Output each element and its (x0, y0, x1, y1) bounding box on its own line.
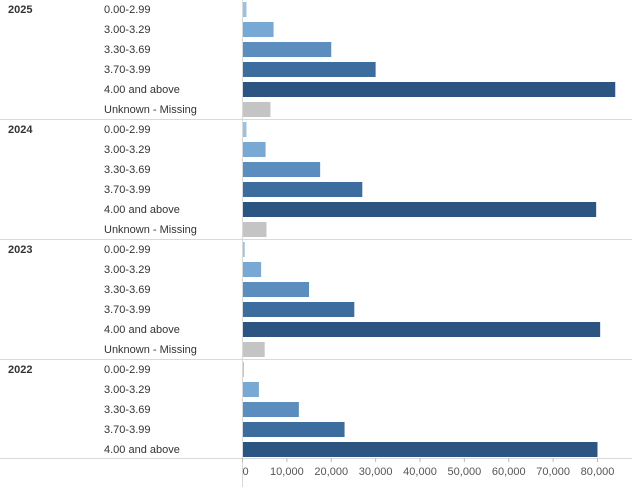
bar (242, 322, 601, 337)
bar (242, 282, 310, 297)
category-label: 3.00-3.29 (104, 384, 150, 396)
category-label: 4.00 and above (104, 204, 180, 216)
year-label: 2023 (8, 244, 32, 256)
category-label: 0.00-2.99 (104, 244, 150, 256)
x-tick-label: 0 (243, 466, 249, 478)
year-label: 2022 (8, 364, 32, 376)
bar (242, 82, 616, 97)
x-tick-label: 50,000 (448, 466, 482, 478)
category-label: 3.30-3.69 (104, 44, 150, 56)
x-tick-label: 40,000 (403, 466, 437, 478)
year-label: 2024 (8, 124, 33, 136)
category-label: 3.30-3.69 (104, 164, 150, 176)
category-label: Unknown - Missing (104, 104, 197, 116)
bar (242, 102, 271, 117)
bar (242, 2, 247, 17)
bar (242, 262, 262, 277)
year-label: 2025 (8, 4, 32, 16)
bar (242, 182, 363, 197)
bar (242, 342, 265, 357)
bar (242, 382, 259, 397)
category-label: 0.00-2.99 (104, 364, 150, 376)
category-label: 3.00-3.29 (104, 264, 150, 276)
category-label: Unknown - Missing (104, 344, 197, 356)
bar (242, 122, 247, 137)
category-label: 4.00 and above (104, 324, 180, 336)
category-label: 3.70-3.99 (104, 64, 150, 76)
x-tick-label: 60,000 (492, 466, 526, 478)
bar (242, 202, 597, 217)
category-label: 3.30-3.69 (104, 284, 150, 296)
category-label: 3.00-3.29 (104, 144, 150, 156)
category-label: 4.00 and above (104, 84, 180, 96)
category-label: 0.00-2.99 (104, 124, 150, 136)
category-label: 3.70-3.99 (104, 184, 150, 196)
x-tick-label: 30,000 (359, 466, 393, 478)
bar (242, 402, 299, 417)
bar (242, 162, 321, 177)
x-tick-label: 70,000 (536, 466, 570, 478)
x-tick-label: 20,000 (314, 466, 348, 478)
bar (242, 22, 274, 37)
bar (242, 222, 267, 237)
x-tick-label: 10,000 (270, 466, 304, 478)
category-label: 4.00 and above (104, 444, 180, 456)
bar (242, 62, 376, 77)
bar (242, 242, 245, 257)
category-label: 0.00-2.99 (104, 4, 150, 16)
bar (242, 362, 244, 377)
category-label: 3.30-3.69 (104, 404, 150, 416)
bar (242, 422, 345, 437)
bar (242, 142, 266, 157)
bar (242, 302, 355, 317)
category-label: 3.00-3.29 (104, 24, 150, 36)
category-label: 3.70-3.99 (104, 424, 150, 436)
category-label: Unknown - Missing (104, 224, 197, 236)
x-tick-label: 80,000 (581, 466, 615, 478)
bar (242, 442, 598, 457)
category-label: 3.70-3.99 (104, 304, 150, 316)
bar (242, 42, 332, 57)
